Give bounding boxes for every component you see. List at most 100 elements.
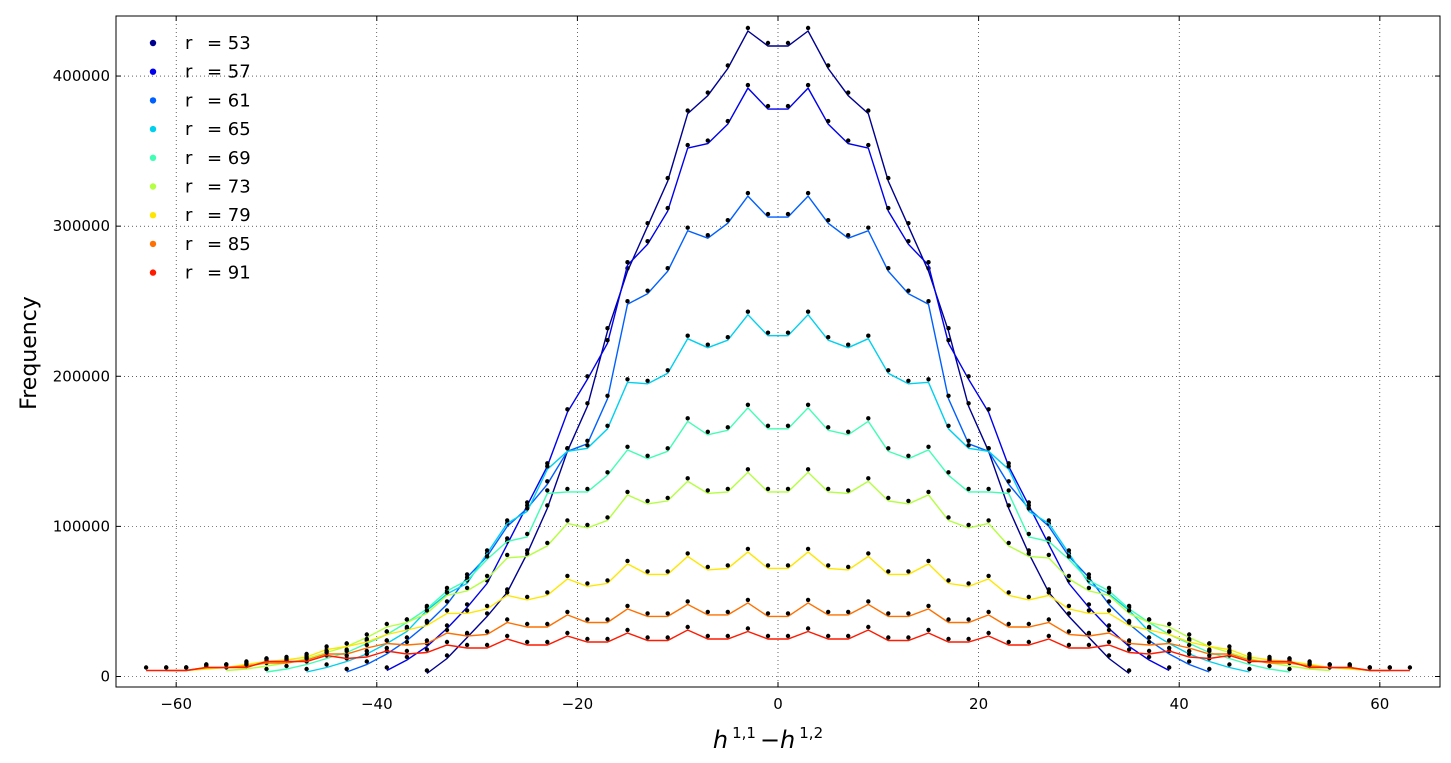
series-line bbox=[386, 86, 1170, 672]
data-point bbox=[805, 309, 811, 314]
data-point bbox=[745, 309, 751, 314]
data-point bbox=[745, 626, 751, 631]
data-point bbox=[705, 90, 710, 95]
data-point bbox=[685, 225, 690, 230]
series-7 bbox=[184, 546, 1373, 672]
x-axis-title-sup1: 1,1 bbox=[732, 724, 756, 742]
data-point bbox=[1046, 590, 1052, 595]
legend-value-label: = 69 bbox=[207, 148, 251, 169]
data-point bbox=[585, 401, 590, 406]
data-point bbox=[1287, 656, 1292, 661]
data-point bbox=[605, 393, 610, 398]
data-point bbox=[1106, 623, 1112, 628]
data-point bbox=[565, 446, 570, 451]
data-point bbox=[645, 378, 650, 383]
data-point bbox=[444, 639, 450, 645]
y-tick-label: 100000 bbox=[53, 517, 110, 535]
data-point bbox=[464, 608, 470, 613]
legend-item: r = 79 bbox=[149, 205, 251, 226]
legend-marker bbox=[149, 240, 157, 248]
data-point bbox=[645, 239, 650, 244]
data-point bbox=[705, 633, 710, 639]
data-point bbox=[1006, 503, 1011, 508]
data-point bbox=[906, 569, 911, 574]
data-point bbox=[966, 374, 971, 379]
x-tick-label: −20 bbox=[562, 695, 594, 713]
data-point bbox=[926, 299, 931, 304]
data-point bbox=[1066, 611, 1072, 616]
data-point bbox=[264, 666, 269, 672]
data-point bbox=[505, 633, 510, 639]
data-point bbox=[464, 602, 470, 607]
data-point bbox=[946, 636, 951, 642]
data-point bbox=[1167, 665, 1172, 670]
data-point bbox=[364, 636, 369, 642]
data-point bbox=[1267, 663, 1272, 669]
data-point bbox=[866, 624, 871, 630]
data-point bbox=[324, 650, 329, 655]
data-point bbox=[926, 603, 931, 609]
data-point bbox=[404, 617, 410, 622]
data-point bbox=[625, 444, 630, 449]
data-point bbox=[966, 636, 971, 642]
data-point bbox=[565, 518, 570, 523]
data-point bbox=[625, 377, 630, 382]
data-point bbox=[805, 467, 811, 472]
legend-r-label: r bbox=[185, 62, 193, 83]
data-point bbox=[1006, 488, 1011, 493]
data-point bbox=[826, 425, 831, 430]
data-point bbox=[785, 330, 791, 335]
data-point bbox=[525, 639, 530, 645]
data-point bbox=[986, 486, 991, 492]
data-point bbox=[785, 633, 791, 639]
data-point bbox=[846, 429, 851, 434]
data-point bbox=[785, 103, 791, 109]
data-point bbox=[1327, 662, 1332, 667]
data-point bbox=[765, 40, 771, 46]
data-point bbox=[946, 578, 951, 583]
data-point bbox=[765, 103, 771, 109]
data-point bbox=[725, 425, 730, 430]
data-point bbox=[745, 82, 751, 88]
data-point bbox=[986, 630, 991, 636]
data-point bbox=[966, 581, 971, 586]
data-point bbox=[585, 443, 590, 448]
data-point bbox=[645, 635, 650, 640]
legend-item: r = 53 bbox=[149, 33, 251, 54]
legend-item: r = 91 bbox=[149, 263, 251, 284]
data-point bbox=[966, 617, 971, 622]
data-point bbox=[1006, 639, 1011, 645]
data-point bbox=[1066, 642, 1072, 648]
data-point bbox=[404, 639, 410, 645]
data-point bbox=[424, 668, 430, 673]
x-tick-label: 40 bbox=[1170, 695, 1189, 713]
data-point bbox=[1207, 648, 1212, 654]
data-point bbox=[324, 662, 329, 667]
data-point bbox=[665, 266, 670, 271]
data-point bbox=[625, 627, 630, 633]
data-point bbox=[1167, 621, 1172, 627]
data-point bbox=[765, 486, 771, 492]
data-point bbox=[826, 633, 831, 639]
data-point bbox=[505, 518, 510, 523]
data-point bbox=[1106, 608, 1112, 613]
data-point bbox=[926, 489, 931, 495]
series-line bbox=[306, 313, 1250, 673]
data-point bbox=[765, 423, 771, 428]
data-point bbox=[1066, 603, 1072, 609]
data-point bbox=[866, 476, 871, 481]
data-point bbox=[946, 515, 951, 520]
data-point bbox=[164, 665, 169, 670]
data-point bbox=[384, 645, 389, 651]
data-point bbox=[344, 641, 349, 646]
data-point bbox=[826, 486, 831, 492]
data-point bbox=[484, 629, 490, 634]
legend-value-label: = 85 bbox=[207, 234, 251, 255]
data-point bbox=[585, 522, 590, 528]
data-point bbox=[424, 603, 430, 609]
legend-value-label: = 79 bbox=[207, 205, 251, 226]
data-point bbox=[1407, 665, 1413, 670]
data-point bbox=[685, 476, 690, 481]
data-point bbox=[184, 665, 189, 670]
data-point bbox=[765, 211, 771, 217]
